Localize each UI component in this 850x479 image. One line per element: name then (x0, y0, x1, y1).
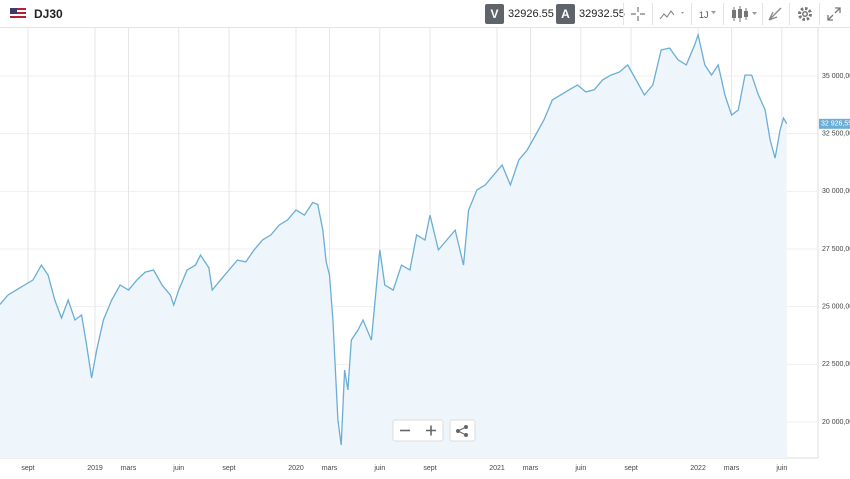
x-tick-label: sept (423, 465, 436, 472)
x-tick-label: sept (222, 465, 235, 472)
separator (723, 3, 724, 25)
y-tick-label: 35 000,00 (822, 73, 850, 80)
fullscreen-button[interactable] (827, 7, 841, 21)
dropdown-arrow[interactable] (710, 10, 718, 16)
x-tick-label: 2020 (288, 465, 304, 472)
crosshair-button[interactable] (630, 6, 646, 22)
draw-button[interactable] (767, 6, 783, 22)
x-tick-label: juin (373, 465, 385, 472)
separator (691, 3, 692, 25)
y-tick-label: 27 500,00 (822, 246, 850, 253)
separator (762, 3, 763, 25)
y-tick-label: 25 000,00 (822, 304, 850, 311)
bid-price: 32926.55 (508, 8, 554, 20)
ask-badge: A (556, 4, 575, 24)
y-tick-label: 32 500,00 (822, 130, 850, 137)
x-tick-label: juin (775, 465, 787, 472)
x-tick-label: mars (322, 465, 338, 472)
y-tick-label: 20 000,00 (822, 419, 850, 426)
symbol: DJ30 (34, 7, 63, 21)
x-tick-label: juin (574, 465, 586, 472)
area (0, 34, 787, 459)
chart: 20 000,00 22 500,00 25 000,00 27 500,00 30 0… (0, 28, 850, 472)
y-tick-label: 30 000,00 (822, 188, 850, 195)
x-tick-label: juin (172, 465, 184, 472)
x-tick-label: sept (624, 465, 637, 472)
chart-type-button[interactable] (659, 7, 687, 21)
x-tick-label: sept (21, 465, 34, 472)
last-price-label: 32 926,55 (821, 121, 850, 128)
share-box (449, 419, 476, 442)
zoom-buttons (392, 419, 444, 442)
zoom-controls (392, 419, 476, 442)
x-tick-label: 2021 (489, 465, 505, 472)
x-tick-label: mars (724, 465, 740, 472)
share-button[interactable] (456, 425, 468, 437)
x-tick-label: mars (523, 465, 539, 472)
last-price-tag (819, 118, 850, 129)
ask-price: 32932.55 (579, 8, 625, 20)
toolbar: DJ30 V 32926.55 A 32932.55 1J (0, 0, 850, 28)
timeframe-button[interactable]: 1J (699, 10, 709, 20)
x-tick-label: 2022 (690, 465, 706, 472)
separator (623, 3, 624, 25)
price-line (0, 32, 788, 446)
bid-badge: V (485, 4, 504, 24)
candle-button[interactable] (730, 5, 758, 23)
zoom-in-button[interactable] (426, 425, 436, 436)
flag-icon (10, 8, 26, 20)
y-tick-label: 22 500,00 (822, 361, 850, 368)
settings-button[interactable] (797, 6, 813, 22)
separator (652, 3, 653, 25)
separator (819, 3, 820, 25)
x-tick-label: mars (121, 465, 137, 472)
x-tick-label: 2019 (87, 465, 103, 472)
separator (789, 3, 790, 25)
